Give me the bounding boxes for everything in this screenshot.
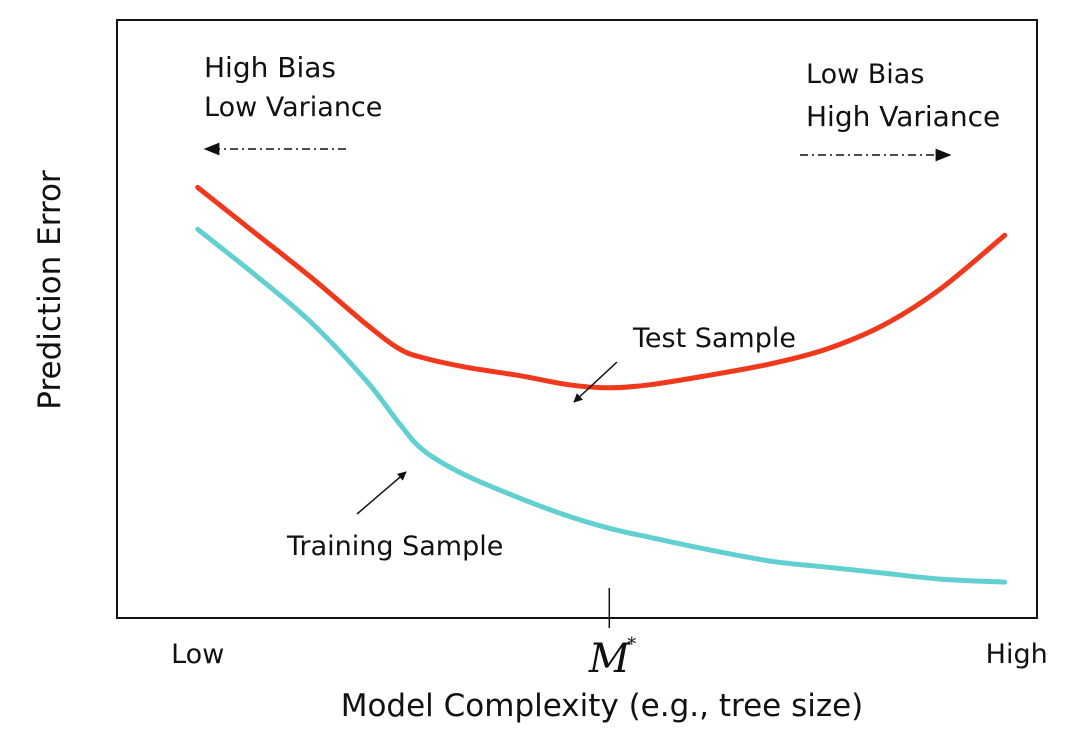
x-tick-label-low: Low	[171, 639, 224, 670]
annotation-low-variance: Low Variance	[204, 92, 382, 123]
annotation-high-bias: High Bias	[204, 51, 336, 84]
annotation-test-sample: Test Sample	[632, 323, 796, 354]
annotation-high-variance: High Variance	[806, 100, 1000, 133]
optimum-label-superscript: *	[627, 634, 636, 655]
series-layer	[195, 184, 1008, 585]
plot-frame	[116, 19, 1038, 619]
arrow-training-sample	[356, 471, 407, 515]
arrow-test-sample	[573, 361, 618, 403]
series-line-training-sample	[195, 226, 1008, 585]
annotation-training-sample: Training Sample	[286, 531, 503, 562]
optimum-label: M	[588, 636, 631, 682]
annotation-low-bias: Low Bias	[806, 59, 924, 90]
x-axis-title: Model Complexity (e.g., tree size)	[341, 688, 864, 724]
y-axis-title: Prediction Error	[32, 170, 68, 410]
optimum-label-main: M	[588, 636, 631, 682]
x-tick-label-high: High	[986, 639, 1048, 670]
series-line-test-sample	[195, 184, 1008, 391]
